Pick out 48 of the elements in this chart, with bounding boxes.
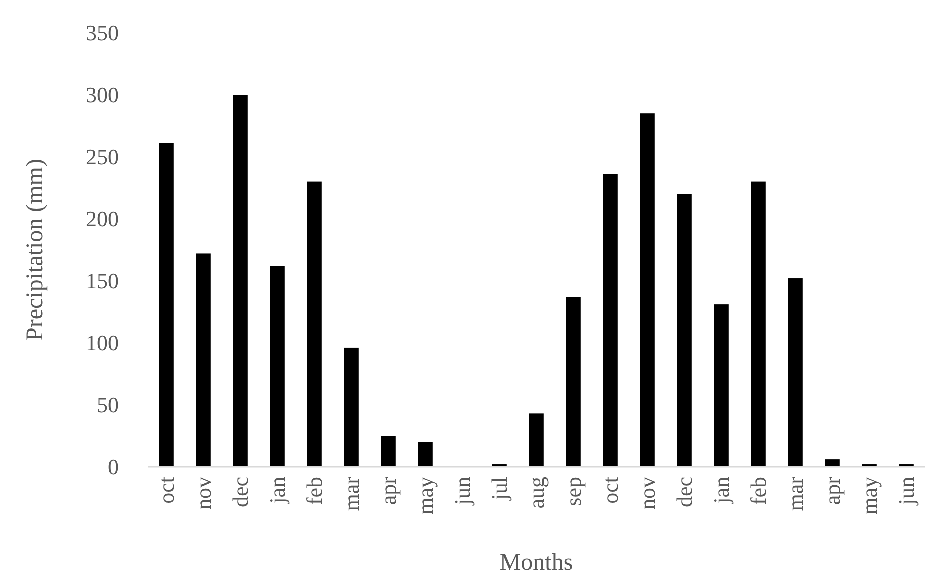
- x-tick-label: apr: [376, 476, 402, 506]
- x-tick-label: jun: [894, 477, 920, 506]
- bar: [529, 414, 544, 467]
- bar: [418, 442, 433, 467]
- bar: [196, 254, 211, 467]
- bar: [270, 266, 285, 467]
- bar: [307, 182, 322, 467]
- bar: [825, 460, 840, 467]
- y-tick-label: 300: [86, 82, 119, 108]
- x-tick-label: nov: [191, 477, 216, 510]
- y-tick-label: 50: [97, 392, 119, 418]
- y-axis-title: Precipitation (mm): [22, 159, 48, 341]
- bar: [566, 297, 581, 467]
- y-tick-label: 0: [108, 454, 119, 480]
- bar: [381, 436, 396, 467]
- bar: [640, 114, 655, 467]
- bar: [233, 95, 248, 467]
- bar: [714, 304, 729, 467]
- x-tick-label: may: [857, 477, 882, 515]
- x-tick-label: apr: [820, 476, 846, 506]
- x-tick-label: may: [413, 477, 438, 515]
- bar: [344, 348, 359, 467]
- x-tick-label: oct: [598, 477, 624, 504]
- x-tick-label: aug: [524, 477, 550, 509]
- bar: [751, 182, 766, 467]
- x-tick-label: jan: [709, 477, 734, 505]
- bar: [159, 143, 174, 467]
- x-tick-label: jul: [487, 477, 512, 502]
- x-tick-label: nov: [635, 477, 660, 510]
- y-tick-label: 350: [86, 20, 119, 46]
- x-tick-label: jan: [265, 477, 290, 505]
- x-tick-label: dec: [228, 476, 254, 508]
- y-tick-label: 200: [86, 206, 119, 232]
- x-tick-label: dec: [672, 476, 698, 508]
- bar: [677, 194, 692, 467]
- x-tick-label: jun: [450, 477, 476, 506]
- y-tick-label: 150: [86, 268, 119, 294]
- y-tick-label: 250: [86, 144, 119, 170]
- bar: [603, 174, 618, 467]
- x-tick-label: mar: [783, 476, 808, 512]
- bar: [788, 278, 803, 467]
- x-tick-label: feb: [302, 477, 328, 506]
- x-tick-label: mar: [339, 476, 364, 512]
- y-tick-label: 100: [86, 330, 119, 356]
- x-axis-title: Months: [500, 550, 574, 576]
- x-tick-label: oct: [154, 477, 180, 504]
- x-tick-label: sep: [561, 477, 586, 506]
- x-tick-label: feb: [746, 477, 772, 506]
